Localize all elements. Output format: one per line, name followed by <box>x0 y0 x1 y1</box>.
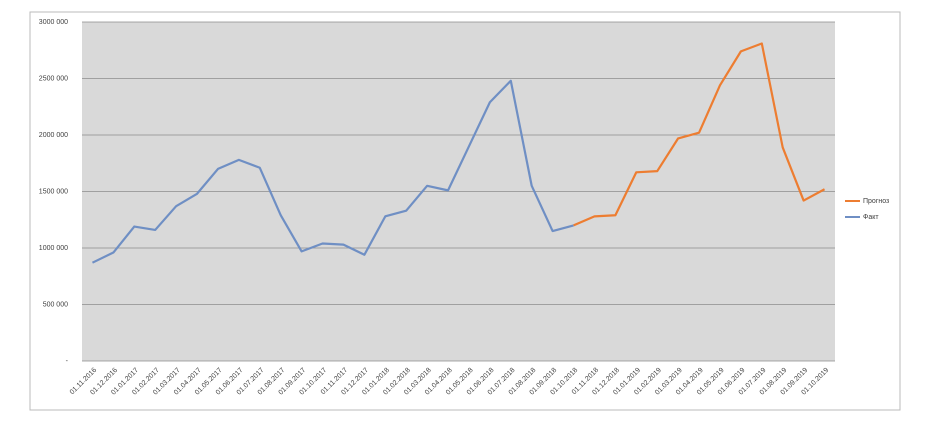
y-tick-label: 1000 000 <box>39 245 68 252</box>
y-tick-label: - <box>66 358 69 365</box>
y-tick-label: 2500 000 <box>39 75 68 82</box>
legend-label: Факт <box>863 214 879 221</box>
y-tick-label: 500 000 <box>43 301 68 308</box>
y-tick-label: 1500 000 <box>39 188 68 195</box>
y-tick-label: 2000 000 <box>39 132 68 139</box>
legend-label: Прогноз <box>863 198 889 205</box>
series-line <box>91 79 574 264</box>
y-tick-label: 3000 000 <box>39 19 68 26</box>
series-line <box>573 42 826 227</box>
